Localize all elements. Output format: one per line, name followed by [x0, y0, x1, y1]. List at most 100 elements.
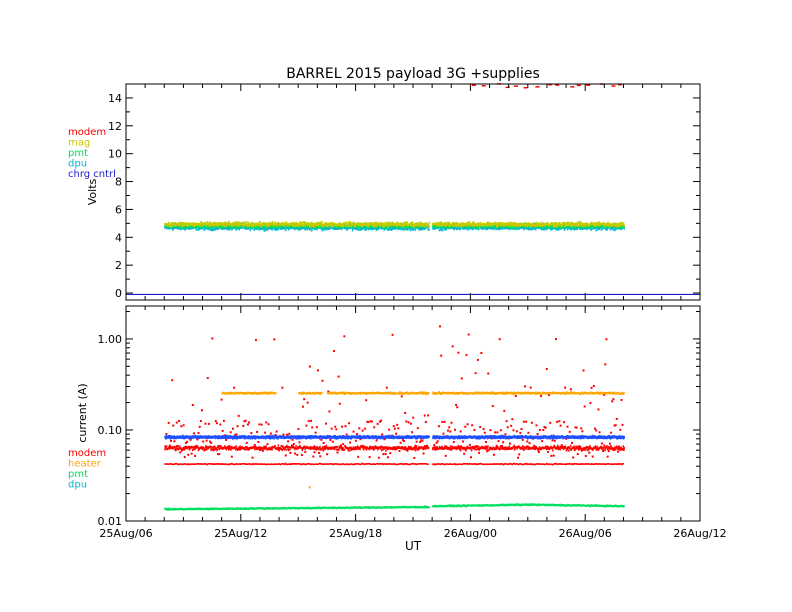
dpu-point: [597, 228, 599, 231]
pmt-point: [499, 224, 501, 227]
dpu-point: [522, 226, 525, 229]
modem-point: [347, 448, 349, 451]
dpu-point: [245, 227, 248, 230]
mag-point: [441, 224, 444, 227]
mag-point: [402, 224, 404, 227]
mag-point: [246, 224, 249, 227]
mag-point: [469, 224, 472, 227]
mag-point: [574, 222, 576, 225]
mag-point: [530, 225, 532, 228]
pmt-point: [165, 225, 167, 228]
mag-point: [491, 222, 494, 225]
modem-point: [229, 446, 232, 449]
pmt-point: [392, 225, 395, 228]
modem-point: [333, 446, 335, 449]
mag-point: [555, 223, 558, 226]
mag-point: [472, 223, 475, 226]
modem-point: [197, 449, 200, 452]
modem-point: [322, 449, 325, 452]
mag-point: [409, 223, 412, 226]
dpu-point: [392, 227, 395, 230]
mag-point: [426, 224, 429, 227]
mag-point: [353, 225, 355, 228]
dpu-point: [596, 227, 599, 230]
modem-point: [181, 449, 183, 452]
dpu-point: [334, 228, 336, 231]
mag-point: [411, 221, 414, 224]
mag-point: [437, 222, 439, 225]
mag-point: [251, 223, 254, 226]
mag-point: [181, 221, 183, 224]
modem-point: [413, 446, 416, 449]
mag-point: [563, 222, 566, 225]
pmt-point: [396, 224, 399, 227]
dpu-point: [215, 227, 218, 230]
mag-point: [443, 224, 446, 227]
mag-point: [477, 222, 479, 225]
dpu-point: [614, 228, 616, 231]
modem-point: [350, 449, 352, 452]
pmt-point: [209, 224, 212, 227]
mag-point: [488, 223, 491, 226]
mag-point: [580, 224, 582, 227]
dpu-point: [166, 227, 168, 230]
mag-point: [590, 222, 593, 225]
mag-point: [486, 223, 488, 226]
mag-point: [460, 225, 462, 228]
pmt-point: [459, 226, 461, 229]
mag-point: [574, 224, 577, 227]
dpu-point: [292, 226, 294, 229]
modem-point: [210, 449, 213, 452]
pmt-point: [581, 226, 583, 229]
mag-point: [621, 221, 623, 224]
modem-point: [169, 463, 171, 465]
pmt-point: [248, 226, 250, 229]
mag-point: [223, 224, 225, 227]
mag-point: [329, 223, 332, 226]
dpu-point: [310, 226, 312, 229]
pmt-point: [219, 224, 222, 227]
mag-point: [615, 225, 617, 228]
dpu-point: [309, 227, 312, 230]
dpu-point: [266, 229, 268, 232]
dpu-point: [421, 228, 423, 231]
mag-point: [316, 221, 319, 224]
mag-point: [411, 225, 413, 228]
dpu-point: [439, 228, 442, 231]
modem-point: [313, 447, 316, 450]
dpu-point: [365, 228, 368, 231]
pmt-point: [336, 226, 338, 229]
mag-point: [204, 222, 206, 225]
modem-point: [387, 448, 390, 451]
mag-point: [471, 224, 474, 227]
dpu-point: [321, 229, 324, 232]
mag-point: [274, 221, 276, 224]
pmt-point: [623, 505, 625, 508]
dpu-point: [298, 228, 301, 231]
dpu-point: [277, 228, 280, 231]
modem-point: [173, 463, 176, 465]
dpu-point: [164, 226, 166, 229]
pmt-point: [501, 225, 503, 228]
mag-point: [529, 223, 532, 226]
pmt-point: [494, 224, 497, 227]
y-tick-label: 8: [115, 176, 122, 189]
dpu-point: [387, 229, 389, 232]
mag-point: [417, 223, 420, 226]
pmt-point: [409, 225, 411, 228]
modem-point: [170, 463, 172, 465]
modem-point: [406, 448, 408, 451]
dpu-point: [230, 227, 232, 230]
modem-point: [171, 463, 174, 466]
dpu-point: [400, 228, 402, 231]
mag-point: [302, 221, 305, 224]
mag-point: [350, 223, 352, 226]
modem-point: [342, 447, 344, 450]
pmt-point: [315, 226, 317, 229]
modem-point: [277, 447, 279, 450]
mag-point: [382, 223, 385, 226]
pmt-point: [241, 226, 244, 229]
mag-point: [478, 224, 480, 227]
pmt-point: [366, 226, 369, 229]
mag-point: [511, 222, 513, 225]
